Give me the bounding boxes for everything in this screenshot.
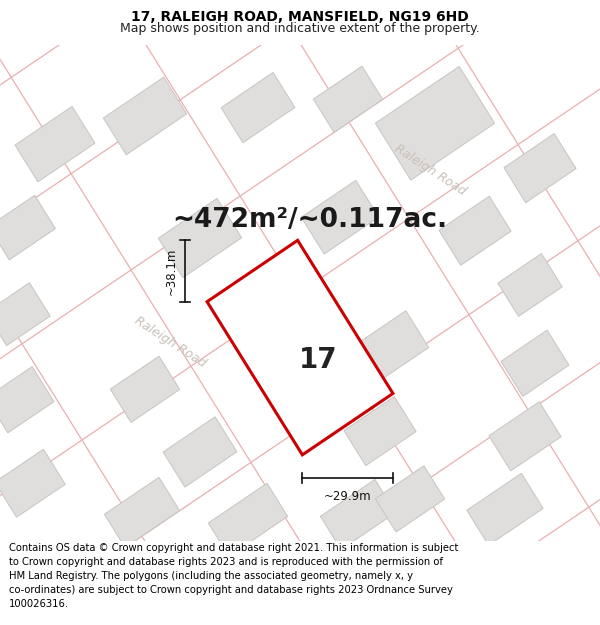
Text: 17: 17 — [299, 346, 337, 374]
Polygon shape — [467, 473, 543, 545]
Text: Contains OS data © Crown copyright and database right 2021. This information is : Contains OS data © Crown copyright and d… — [9, 543, 458, 609]
Polygon shape — [158, 199, 242, 278]
Polygon shape — [501, 330, 569, 396]
Text: 17, RALEIGH ROAD, MANSFIELD, NG19 6HD: 17, RALEIGH ROAD, MANSFIELD, NG19 6HD — [131, 10, 469, 24]
Text: ~472m²/~0.117ac.: ~472m²/~0.117ac. — [172, 208, 448, 233]
Text: ~38.1m: ~38.1m — [165, 248, 178, 295]
Polygon shape — [376, 466, 445, 532]
Polygon shape — [352, 311, 428, 384]
Polygon shape — [504, 134, 576, 202]
Text: Raleigh Road: Raleigh Road — [392, 142, 468, 198]
Polygon shape — [498, 254, 562, 316]
Polygon shape — [489, 402, 561, 471]
Polygon shape — [0, 449, 65, 518]
Polygon shape — [15, 106, 95, 182]
Polygon shape — [313, 66, 383, 132]
Polygon shape — [439, 196, 511, 265]
Polygon shape — [207, 241, 393, 455]
Polygon shape — [0, 196, 55, 260]
Polygon shape — [103, 77, 187, 155]
Polygon shape — [376, 66, 494, 180]
Polygon shape — [110, 356, 179, 422]
Polygon shape — [0, 367, 54, 433]
Polygon shape — [221, 72, 295, 142]
Polygon shape — [163, 417, 237, 487]
Polygon shape — [0, 282, 50, 346]
Polygon shape — [320, 479, 395, 549]
Text: Raleigh Road: Raleigh Road — [132, 314, 208, 370]
Polygon shape — [344, 396, 416, 466]
Polygon shape — [208, 483, 288, 556]
Text: ~29.9m: ~29.9m — [324, 491, 371, 503]
Polygon shape — [104, 478, 179, 548]
Polygon shape — [301, 181, 379, 254]
Text: Map shows position and indicative extent of the property.: Map shows position and indicative extent… — [120, 22, 480, 35]
